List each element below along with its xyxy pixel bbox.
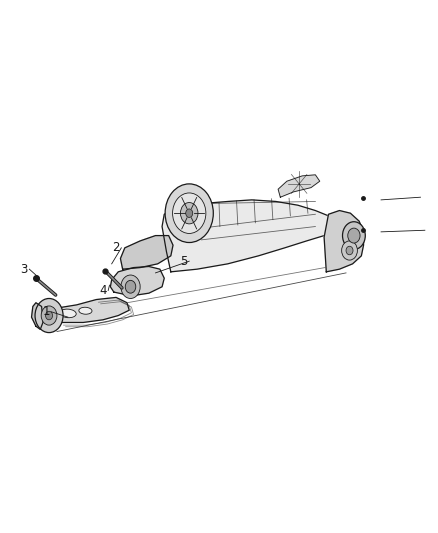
Circle shape — [35, 298, 63, 333]
Polygon shape — [32, 303, 43, 329]
Polygon shape — [110, 266, 164, 296]
Circle shape — [343, 222, 365, 249]
Text: 5: 5 — [180, 255, 187, 268]
Text: 2: 2 — [112, 241, 120, 254]
Ellipse shape — [60, 309, 76, 318]
Circle shape — [46, 311, 53, 320]
Polygon shape — [324, 211, 364, 272]
Circle shape — [121, 275, 140, 298]
Circle shape — [346, 246, 353, 255]
Circle shape — [125, 280, 136, 293]
Circle shape — [342, 241, 357, 260]
Circle shape — [186, 209, 193, 217]
Circle shape — [41, 306, 57, 325]
Circle shape — [180, 203, 198, 224]
Text: 1: 1 — [42, 305, 50, 318]
Text: 3: 3 — [21, 263, 28, 276]
Ellipse shape — [79, 307, 92, 314]
Circle shape — [173, 193, 206, 233]
Polygon shape — [42, 297, 129, 322]
Polygon shape — [120, 236, 173, 269]
Polygon shape — [162, 200, 335, 272]
Text: 4: 4 — [99, 284, 107, 297]
Circle shape — [348, 228, 360, 243]
Circle shape — [165, 184, 213, 243]
Polygon shape — [278, 175, 320, 197]
